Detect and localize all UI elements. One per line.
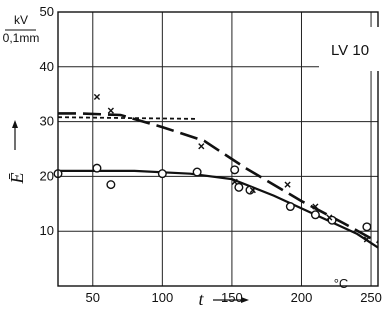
circle-marker [107, 181, 115, 189]
circle-marker [159, 170, 167, 178]
y-axis-label: Ē [7, 173, 27, 185]
cross-marker [199, 144, 204, 149]
cross-marker [108, 108, 113, 113]
x-axis-label: t [198, 289, 204, 309]
series-dotted-line [58, 117, 197, 119]
cross-marker [94, 94, 99, 99]
cross-marker [285, 182, 290, 187]
y-unit-top: kV [14, 13, 28, 27]
x-tick-label: 150 [221, 290, 243, 305]
y-tick-label: 40 [40, 59, 54, 74]
circle-marker [93, 164, 101, 172]
series-solid-line [58, 171, 378, 248]
x-axis-arrowhead [241, 297, 249, 303]
x-tick-label: 200 [291, 290, 313, 305]
y-tick-label: 10 [40, 223, 54, 238]
marker-layer [54, 94, 370, 242]
x-tick-label: 100 [151, 290, 173, 305]
y-tick-label: 30 [40, 114, 54, 129]
circle-marker [231, 166, 239, 174]
y-tick-label: 50 [40, 4, 54, 19]
circle-marker [287, 203, 295, 211]
series-layer [58, 113, 378, 247]
circle-marker [193, 168, 201, 176]
y-unit-bottom: 0,1mm [3, 31, 40, 45]
circle-marker [312, 211, 320, 219]
x-tick-label: 50 [86, 290, 100, 305]
y-axis-arrowhead [12, 120, 18, 128]
y-tick-label: 20 [40, 168, 54, 183]
circle-marker [363, 223, 371, 231]
circle-marker [235, 184, 243, 192]
x-unit-label: °C [334, 276, 349, 291]
chart-badge: LV 10 [331, 42, 369, 59]
x-tick-label: 250 [360, 290, 382, 305]
